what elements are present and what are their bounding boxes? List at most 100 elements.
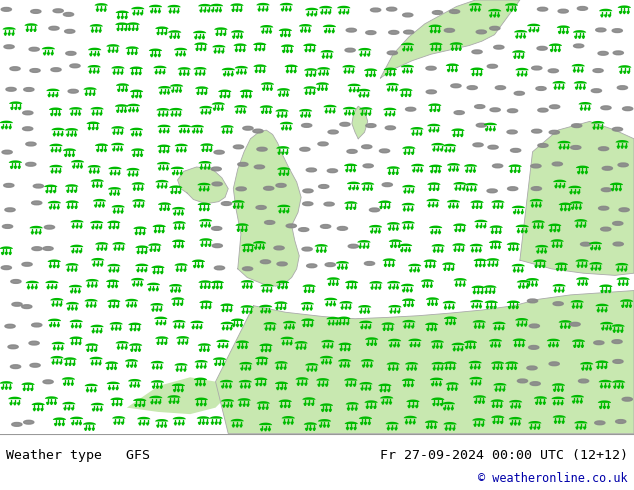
Polygon shape: [136, 174, 138, 176]
Polygon shape: [152, 289, 155, 291]
Polygon shape: [122, 248, 124, 250]
Polygon shape: [349, 188, 351, 190]
Polygon shape: [491, 361, 504, 364]
Polygon shape: [209, 149, 212, 152]
Polygon shape: [207, 209, 209, 211]
Ellipse shape: [243, 126, 253, 130]
Polygon shape: [117, 227, 119, 229]
Polygon shape: [553, 230, 556, 232]
Polygon shape: [280, 388, 283, 390]
Polygon shape: [335, 323, 338, 325]
Polygon shape: [279, 211, 281, 213]
Polygon shape: [95, 242, 108, 245]
Polygon shape: [323, 346, 325, 348]
Polygon shape: [602, 328, 604, 330]
Ellipse shape: [451, 84, 461, 88]
Polygon shape: [275, 109, 288, 112]
Polygon shape: [510, 368, 513, 370]
Ellipse shape: [472, 50, 482, 54]
Polygon shape: [134, 329, 136, 331]
Polygon shape: [347, 349, 350, 351]
Polygon shape: [67, 134, 69, 136]
Polygon shape: [429, 225, 443, 228]
Polygon shape: [576, 427, 578, 429]
Polygon shape: [220, 287, 223, 289]
Polygon shape: [135, 264, 148, 266]
Polygon shape: [432, 205, 434, 207]
Polygon shape: [158, 11, 160, 13]
Ellipse shape: [26, 142, 36, 146]
Polygon shape: [314, 14, 316, 16]
Polygon shape: [301, 115, 303, 117]
Polygon shape: [461, 349, 463, 351]
Polygon shape: [359, 107, 372, 110]
Polygon shape: [364, 54, 366, 56]
Polygon shape: [277, 88, 290, 91]
Polygon shape: [89, 94, 91, 96]
Polygon shape: [31, 232, 34, 234]
Ellipse shape: [23, 88, 34, 91]
Ellipse shape: [530, 382, 540, 386]
Polygon shape: [111, 328, 113, 330]
Polygon shape: [206, 422, 209, 425]
Polygon shape: [269, 290, 272, 293]
Polygon shape: [337, 317, 351, 319]
Polygon shape: [512, 264, 525, 266]
Polygon shape: [113, 270, 115, 272]
Polygon shape: [163, 131, 165, 133]
Polygon shape: [185, 343, 188, 344]
Polygon shape: [396, 172, 398, 174]
Polygon shape: [87, 285, 89, 287]
Polygon shape: [576, 306, 578, 308]
Polygon shape: [470, 9, 473, 11]
Ellipse shape: [328, 130, 339, 134]
Polygon shape: [67, 207, 70, 209]
Polygon shape: [430, 232, 433, 234]
Polygon shape: [488, 9, 501, 11]
Polygon shape: [221, 399, 234, 401]
Polygon shape: [286, 343, 288, 345]
Polygon shape: [437, 404, 439, 406]
Polygon shape: [305, 93, 307, 95]
Polygon shape: [72, 226, 74, 228]
Polygon shape: [353, 384, 356, 387]
Polygon shape: [432, 130, 435, 132]
Polygon shape: [207, 189, 209, 191]
Polygon shape: [98, 205, 101, 207]
Polygon shape: [429, 189, 431, 191]
Polygon shape: [522, 286, 524, 289]
Polygon shape: [612, 189, 614, 191]
Polygon shape: [172, 320, 186, 322]
Polygon shape: [141, 13, 143, 15]
Polygon shape: [285, 128, 288, 130]
Polygon shape: [75, 343, 77, 345]
Polygon shape: [240, 36, 242, 39]
Polygon shape: [48, 318, 61, 321]
Polygon shape: [514, 423, 517, 425]
Polygon shape: [313, 74, 316, 76]
Polygon shape: [131, 73, 134, 75]
Polygon shape: [110, 322, 123, 324]
Polygon shape: [260, 25, 273, 27]
Polygon shape: [431, 49, 433, 51]
Polygon shape: [158, 86, 171, 88]
Polygon shape: [346, 170, 348, 172]
Polygon shape: [353, 188, 354, 190]
Polygon shape: [311, 14, 313, 16]
Polygon shape: [496, 406, 498, 408]
Polygon shape: [470, 300, 483, 302]
Polygon shape: [223, 364, 224, 366]
Polygon shape: [456, 135, 459, 137]
Ellipse shape: [34, 184, 44, 188]
Polygon shape: [201, 112, 203, 114]
Ellipse shape: [5, 324, 15, 328]
Polygon shape: [378, 200, 391, 203]
Polygon shape: [79, 423, 82, 425]
Ellipse shape: [53, 9, 63, 13]
Polygon shape: [320, 425, 322, 427]
Ellipse shape: [22, 305, 32, 309]
Polygon shape: [459, 49, 462, 50]
Polygon shape: [259, 71, 261, 73]
Polygon shape: [365, 113, 367, 116]
Polygon shape: [92, 331, 94, 333]
